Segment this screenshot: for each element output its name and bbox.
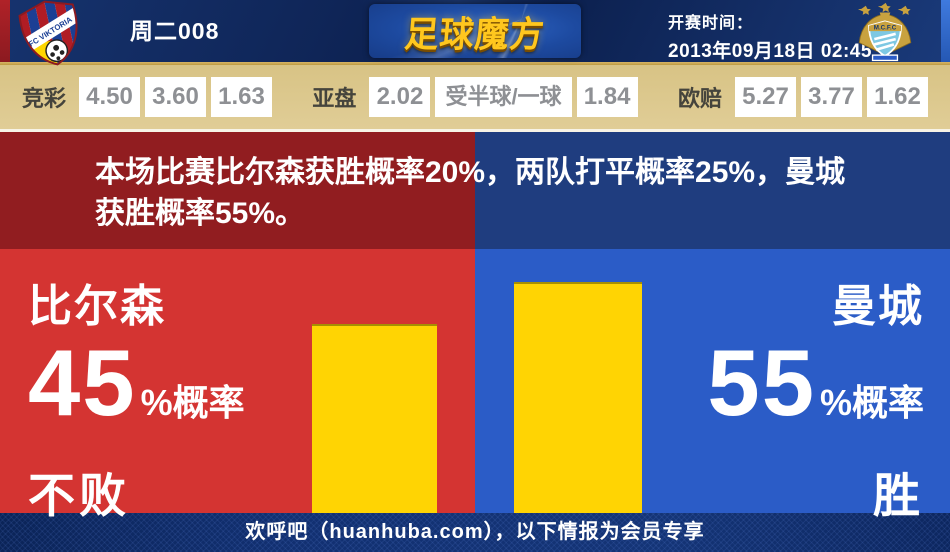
- odds-group-oupei: 欧赔 5.27 3.77 1.62: [678, 77, 928, 117]
- header: FC VIKTORIA 周二008 足球魔方 开赛时间： 2013年09月18: [0, 0, 950, 71]
- away-percent-value: 55: [707, 330, 816, 435]
- probability-chart: 比尔森 45 %概率 不败 曼城 55 %概率 胜: [0, 249, 950, 522]
- summary-band-blue-half: [475, 132, 950, 249]
- home-team-name: 比尔森: [28, 282, 166, 331]
- svg-text:M.C.F.C: M.C.F.C: [874, 24, 897, 31]
- odds-group-yapan: 亚盘 2.02 受半球/一球 1.84: [312, 77, 638, 117]
- site-logo-text: 足球魔方: [402, 14, 547, 55]
- home-team-crest-icon: FC VIKTORIA: [16, 0, 86, 73]
- yapan-home-odds: 2.02: [369, 77, 431, 117]
- match-code: 周二008: [130, 18, 220, 44]
- kickoff-time: 2013年09月18日 02:45: [668, 41, 872, 62]
- away-percent-suffix: %概率: [819, 382, 924, 423]
- away-probability-bar: [514, 282, 642, 513]
- home-outcome-label: 不败: [28, 469, 130, 522]
- oupei-label: 欧赔: [677, 86, 722, 111]
- odds-bar: 竞彩 4.50 3.60 1.63 亚盘 2.02 受半球/一球 1.84 欧赔…: [0, 65, 950, 129]
- yapan-label: 亚盘: [312, 86, 357, 111]
- jingcai-label: 竞彩: [22, 86, 67, 111]
- match-summary-text: 本场比赛比尔森获胜概率20%，两队打平概率25%，曼城获胜概率55%。: [95, 156, 846, 230]
- kickoff-info: 开赛时间： 2013年09月18日 02:45: [668, 9, 872, 63]
- away-team-block: 曼城 55 %概率 胜: [707, 281, 924, 526]
- yapan-handicap: 受半球/一球: [435, 77, 572, 117]
- summary-band: 本场比赛比尔森获胜概率20%，两队打平概率25%，曼城获胜概率55%。: [0, 132, 950, 249]
- oupei-home-odds: 5.27: [734, 77, 796, 117]
- header-left-red-strip: [0, 0, 10, 62]
- header-right-blue-strip: [941, 0, 950, 62]
- home-probability-bar: [312, 324, 437, 513]
- odds-group-jingcai: 竞彩 4.50 3.60 1.63: [22, 77, 273, 117]
- oupei-draw-odds: 3.77: [800, 77, 862, 117]
- oupei-away-odds: 1.62: [866, 77, 928, 117]
- site-logo[interactable]: 足球魔方: [369, 4, 581, 58]
- away-percent-row: 55 %概率: [707, 330, 924, 449]
- summary-band-red-half: [0, 132, 475, 249]
- home-percent-row: 45 %概率: [28, 330, 245, 449]
- footer-text: 欢呼吧（huanhuba.com），以下情报为会员专享: [245, 521, 705, 543]
- home-percent-suffix: %概率: [140, 382, 245, 423]
- jingcai-draw-odds: 3.60: [145, 77, 207, 117]
- jingcai-away-odds: 1.63: [211, 77, 273, 117]
- away-team-name: 曼城: [832, 282, 924, 331]
- away-outcome-label: 胜: [873, 469, 924, 522]
- kickoff-label: 开赛时间：: [668, 15, 754, 32]
- white-divider: [0, 129, 950, 132]
- away-team-crest-icon: M.C.F.C: [852, 0, 918, 69]
- jingcai-home-odds: 4.50: [79, 77, 141, 117]
- home-team-block: 比尔森 45 %概率 不败: [28, 281, 245, 526]
- yapan-away-odds: 1.84: [576, 77, 638, 117]
- home-percent-value: 45: [28, 330, 137, 435]
- footer: 欢呼吧（huanhuba.com），以下情报为会员专享: [0, 513, 950, 552]
- gold-divider: [0, 62, 950, 65]
